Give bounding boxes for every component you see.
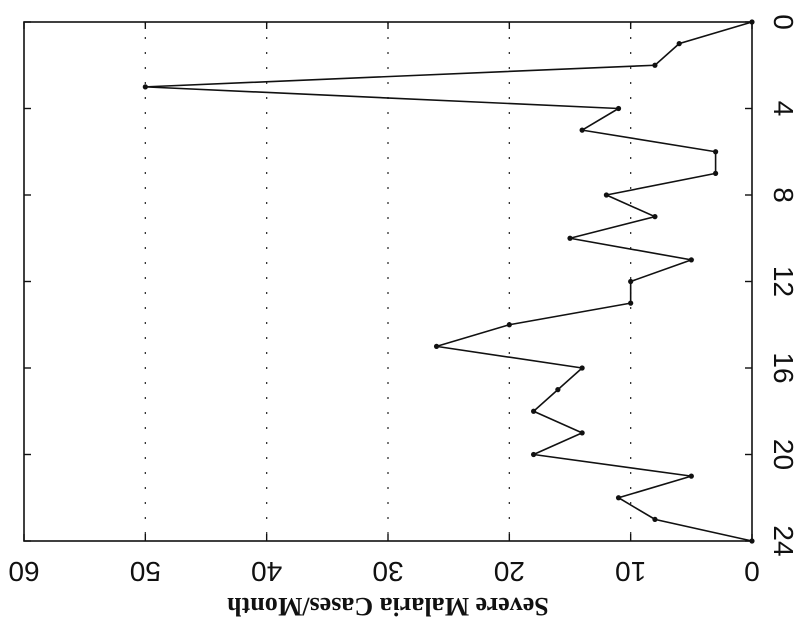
data-point (615, 495, 622, 501)
data-point (713, 170, 719, 176)
data-point (688, 257, 694, 263)
data-point (531, 451, 537, 458)
data-point (652, 214, 658, 220)
y-axis-title: Severe Malaria Cases/Month (227, 592, 549, 621)
data-points (142, 19, 755, 544)
data-point (531, 408, 537, 414)
y-tick-label-10: 10 (615, 556, 646, 587)
data-point (579, 127, 585, 133)
y-tick-label-30: 30 (372, 556, 403, 587)
data-point (579, 365, 585, 371)
data-point (555, 387, 561, 393)
data-point (713, 149, 719, 155)
data-point (652, 62, 658, 68)
data-point (749, 538, 755, 544)
plot-area: 0 4 8 12 16 20 24 0 10 20 30 40 50 60 (8, 14, 799, 587)
x-tick-label-24: 24 (768, 525, 799, 556)
data-point (652, 516, 658, 522)
series-line (145, 21, 753, 542)
x-axis-ticks: 0 4 8 12 16 20 24 (24, 14, 799, 557)
data-point (142, 84, 148, 90)
data-point (506, 322, 512, 328)
plot-frame (23, 21, 753, 542)
data-point (433, 343, 440, 349)
data-point (579, 430, 585, 436)
data-point (615, 105, 622, 112)
y-axis-ticks: 0 10 20 30 40 50 60 (8, 22, 760, 587)
x-tick-label-4: 4 (768, 101, 799, 117)
y-tick-label-40: 40 (251, 556, 282, 587)
data-point (628, 278, 634, 285)
data-point (603, 192, 610, 198)
x-tick-label-12: 12 (768, 266, 799, 297)
y-tick-label-0: 0 (744, 556, 760, 587)
data-point (628, 300, 634, 306)
x-tick-label-16: 16 (768, 352, 799, 383)
y-tick-label-20: 20 (494, 556, 525, 587)
data-point (676, 41, 682, 47)
x-tick-label-20: 20 (768, 439, 799, 470)
grid-lines (144, 22, 632, 541)
data-point (749, 19, 755, 25)
data-point (567, 235, 573, 241)
data-point (688, 473, 694, 479)
x-tick-label-0: 0 (768, 14, 799, 30)
y-tick-label-60: 60 (8, 556, 39, 587)
y-tick-label-50: 50 (130, 556, 161, 587)
x-tick-label-8: 8 (768, 187, 799, 203)
